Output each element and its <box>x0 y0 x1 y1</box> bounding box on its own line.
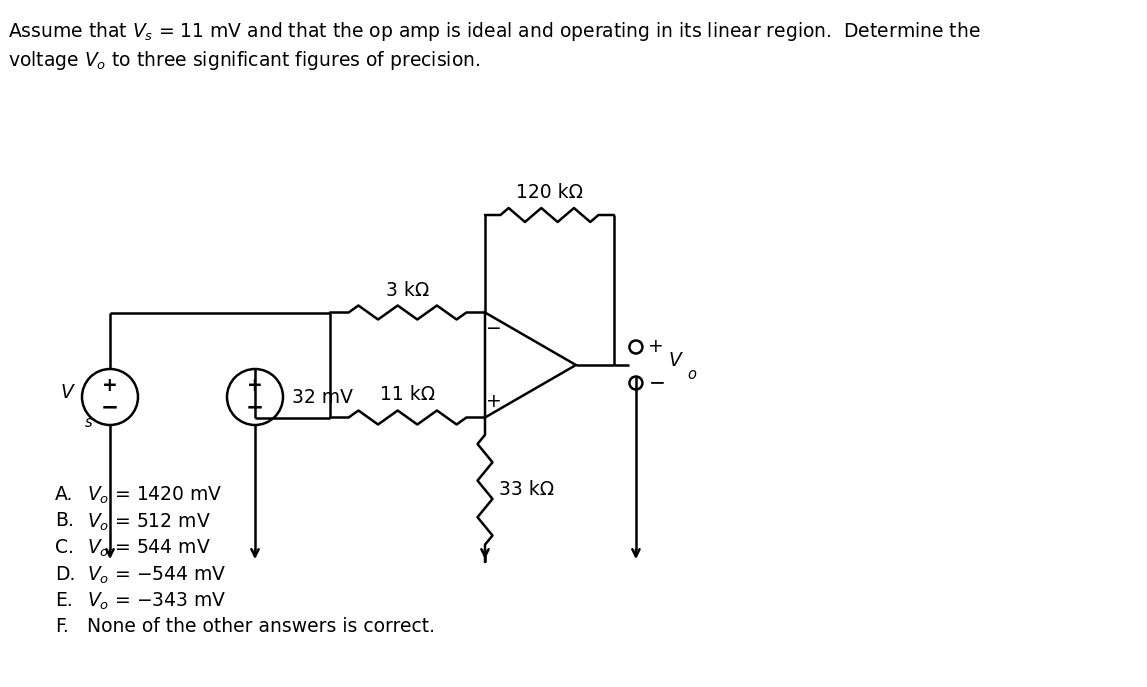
Text: −: − <box>648 374 665 392</box>
Text: 120 kΩ: 120 kΩ <box>516 183 583 202</box>
Text: D.: D. <box>55 565 76 583</box>
Text: −: − <box>101 398 119 418</box>
Text: B.: B. <box>55 512 73 530</box>
Text: +: + <box>247 376 263 395</box>
Text: 11 kΩ: 11 kΩ <box>380 385 435 405</box>
Text: +: + <box>486 392 502 411</box>
Text: +: + <box>102 376 118 395</box>
Text: $V_o$ = 1420 mV: $V_o$ = 1420 mV <box>87 485 223 506</box>
Text: +: + <box>648 337 664 357</box>
Text: voltage $V_o$ to three significant figures of precision.: voltage $V_o$ to three significant figur… <box>8 49 481 72</box>
Text: $V_o$ = −544 mV: $V_o$ = −544 mV <box>87 565 226 586</box>
Text: $V_o$ = −343 mV: $V_o$ = −343 mV <box>87 591 226 612</box>
Text: Assume that $V_s$ = 11 mV and that the op amp is ideal and operating in its line: Assume that $V_s$ = 11 mV and that the o… <box>8 20 981 43</box>
Text: 33 kΩ: 33 kΩ <box>499 480 554 499</box>
Text: −: − <box>486 319 502 338</box>
Text: $V$: $V$ <box>669 350 685 370</box>
Text: $s$: $s$ <box>85 415 94 430</box>
Text: $V$: $V$ <box>60 383 76 401</box>
Text: $V_o$ = 512 mV: $V_o$ = 512 mV <box>87 512 211 533</box>
Text: F.: F. <box>55 618 69 636</box>
Text: 32 mV: 32 mV <box>292 387 353 407</box>
Text: $o$: $o$ <box>687 366 697 381</box>
Text: C.: C. <box>55 538 73 557</box>
Text: None of the other answers is correct.: None of the other answers is correct. <box>87 618 435 636</box>
Text: $V_o$ = 544 mV: $V_o$ = 544 mV <box>87 538 211 559</box>
Text: 3 kΩ: 3 kΩ <box>385 280 429 300</box>
Text: E.: E. <box>55 591 72 610</box>
Text: −: − <box>245 398 264 418</box>
Text: A.: A. <box>55 485 73 504</box>
